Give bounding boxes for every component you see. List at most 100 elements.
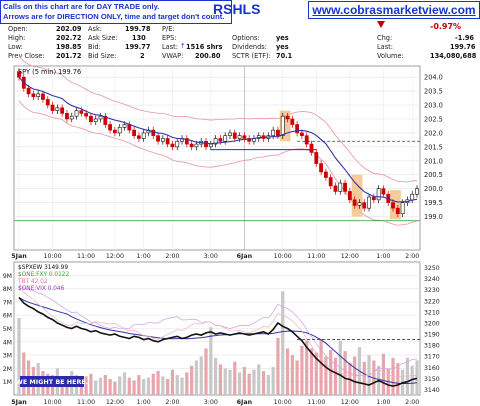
- chg-value: -1.96: [455, 34, 475, 42]
- ask-value: 199.78: [125, 25, 151, 33]
- price-x-label: 10:00: [43, 253, 61, 260]
- annotation-box: [20, 376, 84, 387]
- price-candle: [323, 171, 328, 178]
- spxew-line: [18, 296, 418, 387]
- vwap-value: 200.80: [195, 52, 221, 60]
- options-label: Options:: [232, 34, 260, 42]
- moving-average-line: [18, 76, 418, 203]
- price-x-label: 3:00: [204, 253, 218, 260]
- price-tick-label: 202.5: [424, 115, 443, 123]
- volume-tick-label: 2M: [3, 366, 12, 373]
- highlight-box: [279, 110, 291, 142]
- volume-bar: [257, 364, 261, 395]
- ask-size-label: Ask Size:: [88, 34, 118, 42]
- price-x-label: 11:00: [77, 253, 95, 260]
- volume-bar: [170, 369, 175, 395]
- volume-bar: [261, 371, 266, 395]
- volume-bar: [156, 371, 160, 395]
- price-candle: [362, 202, 367, 209]
- price-candle: [136, 135, 141, 139]
- volume-x-label: 1:00: [376, 399, 390, 406]
- price-candle: [141, 132, 146, 139]
- last-size-value: 1516 shrs: [186, 43, 223, 51]
- price-legend: SPY (5 min) 199.76: [18, 68, 81, 76]
- spxew-tick-label: 3250: [424, 265, 440, 272]
- price-candle: [60, 107, 65, 114]
- volume-bar: [252, 369, 256, 395]
- price-x-label: 6Jan: [237, 253, 252, 260]
- price-candle: [165, 138, 170, 145]
- open-label: Open:: [8, 25, 28, 33]
- price-candle: [285, 115, 290, 120]
- volume-x-label: 2:00: [405, 399, 419, 406]
- volume-bar: [343, 351, 347, 395]
- volume-tick-label: 3M: [3, 353, 12, 360]
- price-candle: [74, 110, 79, 117]
- price-candle: [242, 135, 247, 139]
- volume-bar: [185, 372, 189, 395]
- last-label: Last:: [162, 43, 178, 51]
- spxew-tick-label: 3230: [424, 287, 440, 294]
- volume-bar: [209, 327, 213, 395]
- bid-size-value: 2: [140, 52, 145, 60]
- price-candle: [194, 143, 199, 148]
- price-candle: [343, 182, 347, 192]
- website-link[interactable]: www.cobrasmarketview.com: [308, 1, 480, 19]
- volume-bar: [295, 360, 299, 395]
- price-candle: [300, 132, 304, 136]
- sctr-value: 70.1: [276, 52, 293, 60]
- high-value: 202.72: [56, 34, 82, 42]
- volume-legend-item: $ONE:VIX 0.046: [18, 286, 65, 292]
- price-candle: [50, 104, 55, 111]
- volume-bar: [281, 291, 285, 395]
- price-candle: [17, 71, 21, 78]
- volume-x-label: 12:00: [341, 399, 359, 406]
- volume-x-label: 11:00: [77, 399, 95, 406]
- price-x-label: 12:00: [106, 253, 124, 260]
- pct-change: -0.97%: [430, 22, 462, 31]
- volume-bar: [324, 356, 328, 395]
- volume-x-label: 12:00: [106, 399, 124, 406]
- disclaimer-line-2: Arrows are for DIRECTION ONLY, time and …: [3, 12, 225, 21]
- price-candle: [151, 129, 156, 136]
- price-tick-label: 202.0: [424, 129, 443, 137]
- price-candle: [328, 177, 333, 187]
- price-x-label: 5Jan: [11, 253, 26, 260]
- price-candle: [295, 124, 300, 134]
- volume-tick-label: 1M: [3, 379, 12, 386]
- price-candle: [55, 107, 60, 111]
- price-candle: [237, 135, 242, 139]
- price-candle: [280, 115, 285, 136]
- volume-bar: [396, 363, 400, 395]
- volume-tick-label: 9M: [3, 273, 12, 280]
- volume-bar: [151, 373, 155, 395]
- price-candle: [357, 202, 362, 206]
- volume-bar: [228, 369, 232, 395]
- price-tick-label: 200.5: [424, 171, 443, 179]
- price-tick-label: 200.0: [424, 185, 443, 193]
- spxew-tick-label: 3220: [424, 298, 440, 305]
- volume-bar: [319, 339, 323, 395]
- volume-tick-label: 7M: [3, 299, 12, 306]
- volume-bar: [381, 353, 386, 395]
- price-candle: [31, 93, 36, 97]
- volume-x-label: 2:00: [165, 399, 179, 406]
- volume-bar: [142, 379, 146, 395]
- annotation-text: WE MIGHT BE HERE.: [16, 378, 88, 386]
- volume-bar: [314, 352, 318, 395]
- price-candle: [45, 99, 50, 106]
- price-candle: [352, 199, 357, 206]
- volume-bar: [237, 372, 242, 395]
- volume-tick-label: 8M: [3, 286, 12, 293]
- high-label: High:: [8, 34, 26, 42]
- price-candle: [376, 188, 381, 201]
- bid-label: Bid:: [88, 43, 101, 51]
- price-candle: [103, 115, 108, 125]
- volume-x-label: 11:00: [307, 399, 325, 406]
- last2-value: 199.76: [450, 43, 476, 51]
- volume-bar: [180, 377, 184, 395]
- down-arrow-icon: [377, 21, 385, 28]
- volume-bar: [309, 348, 314, 395]
- price-x-label: 2:00: [405, 253, 419, 260]
- spxew-tick-label: 3190: [424, 332, 440, 339]
